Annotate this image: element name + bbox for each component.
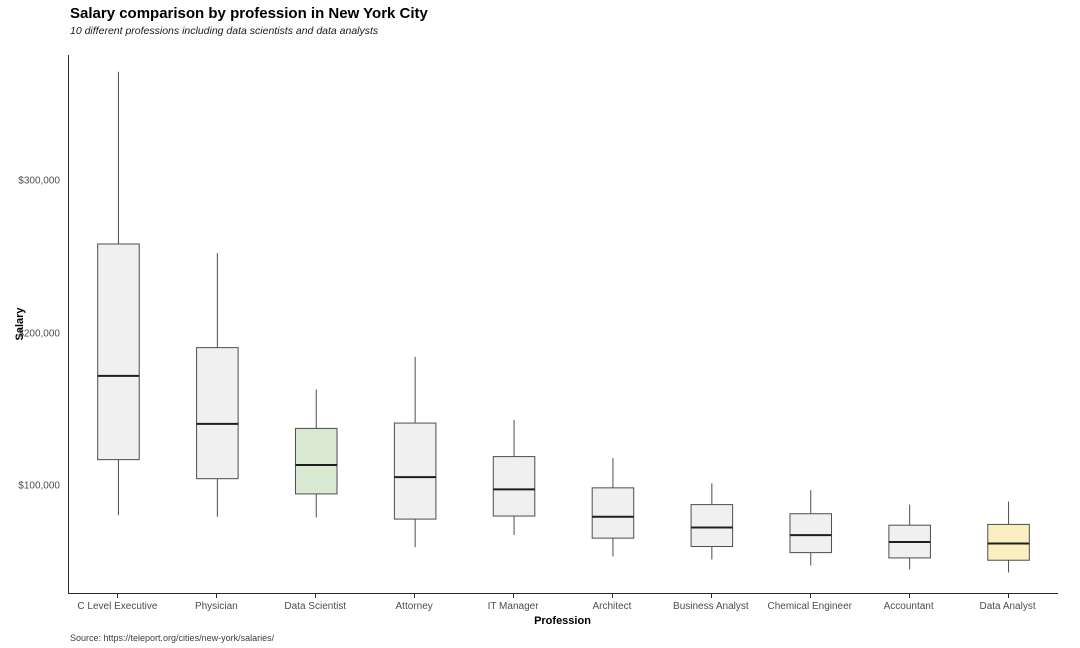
x-tick-mark-data-scientist (315, 594, 317, 598)
box-chemical-engineer (789, 490, 833, 566)
boxplot-svg (97, 71, 1030, 573)
x-tick-mark-accountant (908, 594, 910, 598)
box-physician (196, 253, 239, 517)
x-tick-label-data-analyst: Data Analyst (979, 601, 1036, 612)
box-data-analyst (987, 501, 1030, 573)
x-tick-label-business-analyst: Business Analyst (673, 601, 749, 612)
box-data-scientist (294, 389, 338, 518)
box-architect (591, 458, 635, 557)
x-tick-label-data-scientist: Data Scientist (284, 601, 347, 612)
box-business-analyst (690, 483, 734, 560)
x-tick-label-chemical-engineer: Chemical Engineer (767, 601, 853, 612)
source-note: Source: https://teleport.org/cities/new-… (70, 633, 275, 643)
y-tick-label-300000: $300,000 (18, 175, 60, 187)
iqr-box-data-scientist (294, 427, 338, 495)
box-accountant (888, 504, 931, 570)
x-tick-mark-it-manager (513, 594, 515, 598)
x-tick-label-it-manager: IT Manager (487, 601, 539, 612)
iqr-box-c-level-executive (97, 243, 140, 461)
x-tick-mark-architect (611, 594, 613, 598)
chart-subtitle: 10 different professions including data … (70, 25, 379, 37)
x-tick-label-accountant: Accountant (883, 601, 934, 612)
iqr-box-architect (591, 487, 635, 539)
x-axis: C Level Executive Physician Data Scientist… (68, 594, 1057, 620)
box-it-manager (492, 420, 536, 536)
y-tick-label-100000: $100,000 (18, 480, 60, 492)
x-tick-mark-business-analyst (710, 594, 712, 598)
x-tick-label-attorney: Attorney (395, 601, 433, 612)
plot-panel (68, 55, 1058, 594)
iqr-box-attorney (393, 422, 437, 520)
x-tick-mark-chemical-engineer (809, 594, 811, 598)
y-tick-label-200000: $200,000 (18, 328, 60, 340)
x-axis-title: Profession (534, 615, 591, 627)
x-tick-label-architect: Architect (592, 601, 632, 612)
iqr-box-business-analyst (690, 504, 734, 548)
y-axis-tick-labels: $100,000 $200,000 $300,000 (0, 55, 62, 593)
chart-title: Salary comparison by profession in New Y… (70, 5, 428, 22)
iqr-box-it-manager (492, 456, 536, 517)
box-attorney (393, 356, 437, 548)
iqr-box-physician (196, 347, 239, 480)
x-tick-mark-physician (216, 594, 218, 598)
x-tick-label-physician: Physician (194, 601, 238, 612)
iqr-box-chemical-engineer (789, 513, 833, 554)
box-c-level-executive (97, 71, 140, 516)
iqr-box-data-analyst (987, 523, 1030, 561)
x-tick-mark-c-level-executive (117, 594, 119, 598)
x-tick-label-c-level-executive: C Level Executive (77, 601, 158, 612)
x-tick-mark-attorney (414, 594, 416, 598)
x-tick-mark-data-analyst (1007, 594, 1009, 598)
